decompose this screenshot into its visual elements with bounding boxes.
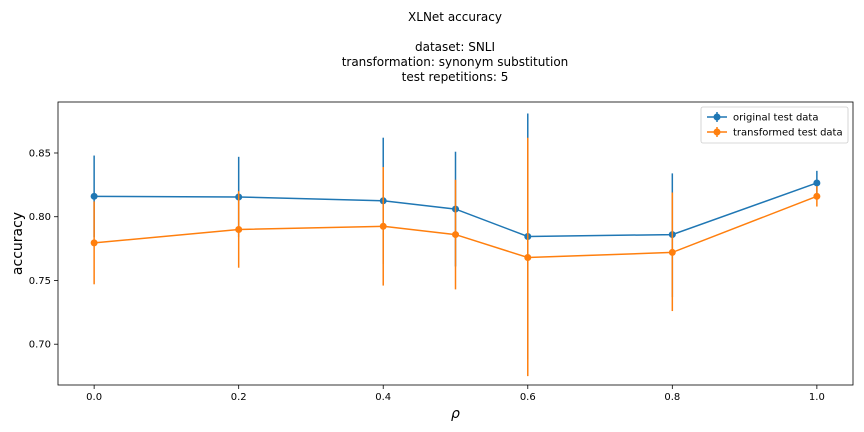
x-tick-label: 0.8 bbox=[664, 392, 680, 403]
x-tick-label: 0.0 bbox=[86, 392, 102, 403]
data-point bbox=[813, 192, 821, 200]
legend-swatch-marker bbox=[713, 113, 721, 121]
y-axis-label: accuracy bbox=[10, 212, 26, 275]
y-tick-label: 0.75 bbox=[29, 276, 51, 287]
x-axis-label: ρ bbox=[451, 406, 460, 422]
x-tick-label: 1.0 bbox=[809, 392, 825, 403]
data-point bbox=[379, 222, 387, 230]
data-point bbox=[452, 231, 459, 239]
title-line: test repetitions: 5 bbox=[402, 70, 509, 84]
data-point bbox=[235, 225, 243, 233]
data-point bbox=[90, 192, 98, 200]
legend-box bbox=[700, 106, 849, 144]
legend: original test data transformed test data bbox=[700, 106, 849, 144]
data-point bbox=[813, 179, 821, 187]
legend-swatch-marker bbox=[713, 128, 721, 136]
data-point bbox=[90, 239, 98, 247]
data-point bbox=[524, 254, 532, 262]
y-tick-label: 0.85 bbox=[29, 148, 51, 159]
x-tick-label: 0.2 bbox=[231, 392, 247, 403]
legend-item: original test data bbox=[707, 112, 818, 124]
plot-area bbox=[57, 101, 854, 386]
y-tick-label: 0.70 bbox=[29, 340, 51, 351]
title-line: dataset: SNLI bbox=[415, 40, 495, 54]
legend-item: transformed test data bbox=[707, 127, 843, 139]
chart-title: XLNet accuracy dataset: SNLItransformatio… bbox=[342, 10, 569, 84]
data-point bbox=[668, 248, 676, 256]
x-axis: 0.0 0.2 0.4 0.6 0.8 1.0 bbox=[86, 385, 825, 403]
title-line: XLNet accuracy bbox=[408, 10, 502, 24]
x-tick-label: 0.6 bbox=[520, 392, 536, 403]
series-layer bbox=[90, 113, 821, 377]
legend-label: original test data bbox=[733, 113, 818, 124]
series-2 bbox=[90, 137, 821, 377]
title-line: transformation: synonym substitution bbox=[342, 55, 569, 69]
x-tick-label: 0.4 bbox=[375, 392, 391, 403]
legend-label: transformed test data bbox=[733, 128, 843, 139]
y-tick-label: 0.80 bbox=[29, 212, 51, 223]
y-axis: 0.70 0.75 0.80 0.85 bbox=[29, 148, 58, 351]
